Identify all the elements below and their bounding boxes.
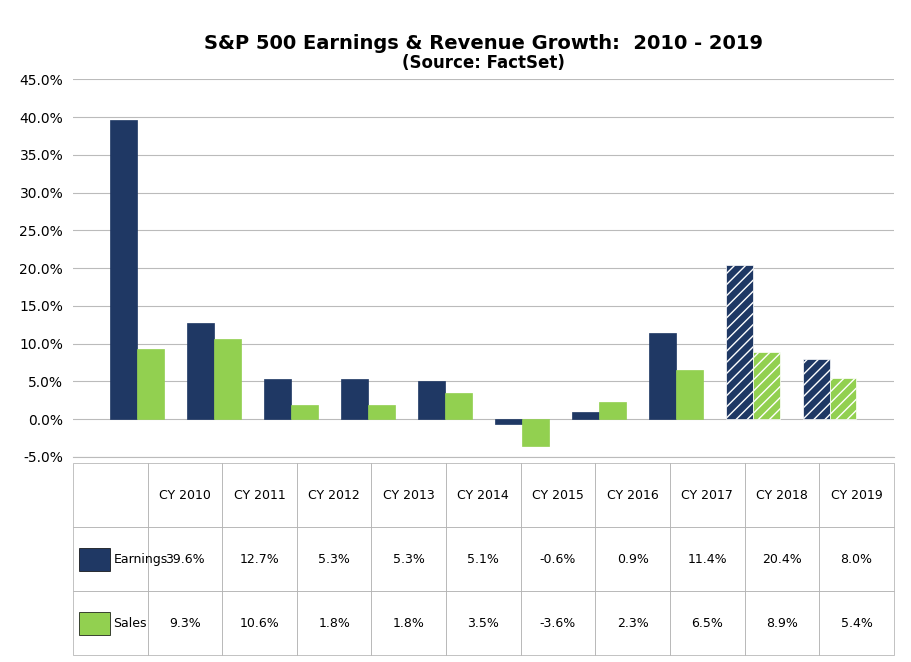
Text: 0.9%: 0.9% — [616, 553, 648, 566]
Text: S&P 500 Earnings & Revenue Growth:  2010 - 2019: S&P 500 Earnings & Revenue Growth: 2010 … — [204, 34, 762, 52]
Text: -0.6%: -0.6% — [539, 553, 576, 566]
Bar — [110, 120, 137, 419]
Text: CY 2011: CY 2011 — [233, 489, 285, 502]
Bar — [521, 419, 548, 446]
Text: (Source: FactSet): (Source: FactSet) — [402, 54, 564, 72]
Text: 11.4%: 11.4% — [687, 553, 726, 566]
Text: 8.9%: 8.9% — [765, 617, 797, 630]
Text: Earnings: Earnings — [113, 553, 168, 566]
Bar — [137, 349, 164, 419]
Bar — [648, 333, 675, 419]
Text: CY 2014: CY 2014 — [457, 489, 508, 502]
Text: 5.3%: 5.3% — [318, 553, 350, 566]
Text: 5.4%: 5.4% — [840, 617, 872, 630]
Bar — [725, 265, 752, 419]
Text: 1.8%: 1.8% — [393, 617, 425, 630]
Text: 2.3%: 2.3% — [616, 617, 648, 630]
Text: CY 2012: CY 2012 — [308, 489, 360, 502]
Text: CY 2019: CY 2019 — [830, 489, 881, 502]
Bar — [214, 339, 241, 419]
Text: 20.4%: 20.4% — [761, 553, 801, 566]
Text: CY 2016: CY 2016 — [606, 489, 658, 502]
Text: 3.5%: 3.5% — [467, 617, 498, 630]
Text: 12.7%: 12.7% — [240, 553, 279, 566]
Bar — [752, 352, 779, 419]
Bar — [829, 378, 855, 419]
Bar — [291, 405, 318, 419]
Bar — [495, 419, 521, 424]
Text: Sales: Sales — [113, 617, 147, 630]
Text: 9.3%: 9.3% — [169, 617, 200, 630]
Text: 5.3%: 5.3% — [393, 553, 425, 566]
Text: CY 2015: CY 2015 — [531, 489, 583, 502]
Bar — [802, 359, 829, 419]
Bar — [264, 379, 291, 419]
Bar — [571, 412, 599, 419]
Text: 8.0%: 8.0% — [840, 553, 872, 566]
Text: 6.5%: 6.5% — [691, 617, 722, 630]
Text: CY 2010: CY 2010 — [159, 489, 210, 502]
Bar — [341, 379, 367, 419]
Bar — [367, 405, 394, 419]
Bar — [599, 402, 625, 419]
Bar — [675, 370, 701, 419]
Text: CY 2013: CY 2013 — [383, 489, 435, 502]
Text: 1.8%: 1.8% — [318, 617, 350, 630]
Text: -3.6%: -3.6% — [539, 617, 576, 630]
Text: 5.1%: 5.1% — [467, 553, 498, 566]
Bar — [417, 381, 445, 419]
Bar — [187, 323, 214, 419]
Text: CY 2018: CY 2018 — [755, 489, 807, 502]
Text: CY 2017: CY 2017 — [681, 489, 732, 502]
Text: 39.6%: 39.6% — [165, 553, 204, 566]
Text: 10.6%: 10.6% — [240, 617, 279, 630]
Bar — [445, 393, 471, 419]
